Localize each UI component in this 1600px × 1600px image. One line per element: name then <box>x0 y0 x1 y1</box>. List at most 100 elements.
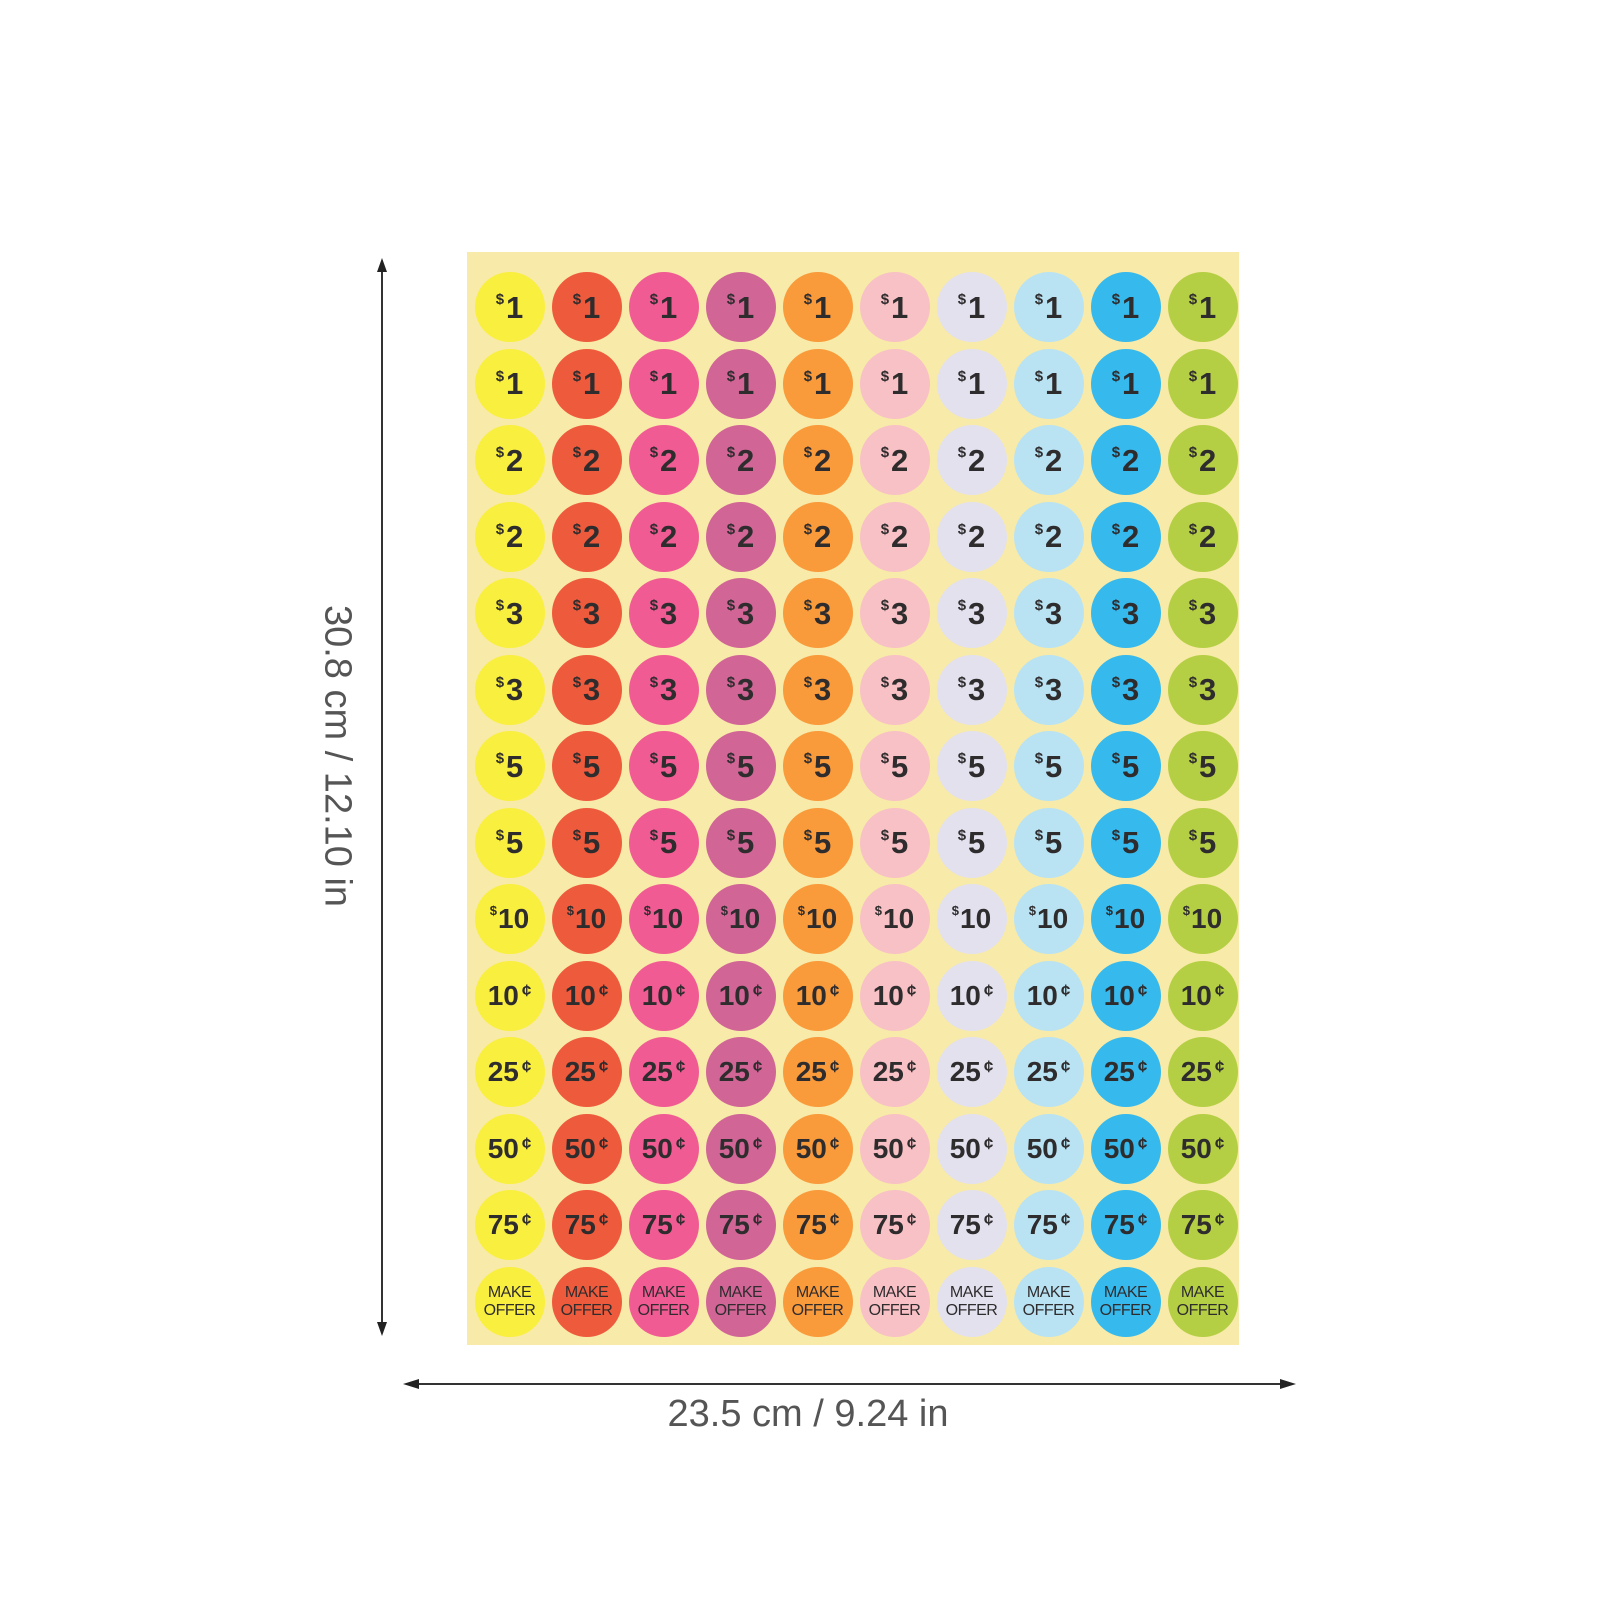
price-value: 5 <box>737 751 754 782</box>
price-value: 1 <box>1122 368 1139 399</box>
price-sticker: $5 <box>860 731 930 801</box>
sticker-cell: MAKE OFFER <box>1010 1264 1087 1341</box>
price-sticker: $5 <box>1091 808 1161 878</box>
price-value: 1 <box>737 368 754 399</box>
price-sticker: $5 <box>783 808 853 878</box>
dollar-sign: $ <box>958 751 966 766</box>
dollar-sign: $ <box>496 828 504 843</box>
price-value: 25 <box>719 1058 750 1086</box>
dollar-sign: $ <box>1112 369 1120 384</box>
price-value: 2 <box>814 521 831 552</box>
dollar-sign: $ <box>727 828 735 843</box>
dollar-sign: $ <box>1189 751 1197 766</box>
price-value: 10 <box>960 905 991 933</box>
price-sticker: $1 <box>706 272 776 342</box>
price-sticker: MAKE OFFER <box>1014 1267 1084 1337</box>
price-sticker: $1 <box>629 272 699 342</box>
sticker-cell: $5 <box>702 805 779 882</box>
price-sticker: $5 <box>783 731 853 801</box>
price-sticker: 25 ¢ <box>552 1037 622 1107</box>
price-sticker: $1 <box>1091 272 1161 342</box>
price-sticker: 75 ¢ <box>629 1190 699 1260</box>
price-sticker: 10 ¢ <box>629 961 699 1031</box>
price-sticker: $1 <box>706 349 776 419</box>
price-sticker: $5 <box>1014 808 1084 878</box>
price-sticker: 10 ¢ <box>1091 961 1161 1031</box>
dollar-sign: $ <box>804 598 812 613</box>
price-value: 3 <box>506 598 523 629</box>
price-value: 3 <box>583 598 600 629</box>
sticker-cell: $5 <box>1164 728 1241 805</box>
price-sticker: $1 <box>552 272 622 342</box>
sticker-cell: MAKE OFFER <box>1164 1264 1241 1341</box>
dollar-sign: $ <box>1035 598 1043 613</box>
offer-line-2: OFFER <box>638 1302 690 1320</box>
dollar-sign: $ <box>1112 445 1120 460</box>
dollar-sign: $ <box>1189 292 1197 307</box>
sticker-cell: $1 <box>779 269 856 346</box>
cent-sign: ¢ <box>907 1058 916 1075</box>
price-value: 50 <box>719 1135 750 1163</box>
price-value: 75 <box>642 1211 673 1239</box>
sticker-cell: $3 <box>548 652 625 729</box>
cent-sign: ¢ <box>753 1211 762 1228</box>
sticker-cell: 10 ¢ <box>856 958 933 1035</box>
price-sticker: 10 ¢ <box>1168 961 1238 1031</box>
sticker-cell: $1 <box>702 269 779 346</box>
price-value: 3 <box>1045 674 1062 705</box>
sticker-cell: $2 <box>856 422 933 499</box>
dollar-sign: $ <box>881 369 889 384</box>
price-value: 10 <box>883 905 914 933</box>
price-sticker: $5 <box>1014 731 1084 801</box>
offer-line-1: MAKE <box>565 1284 608 1302</box>
dollar-sign: $ <box>952 904 959 917</box>
price-sticker: 10 ¢ <box>860 961 930 1031</box>
dollar-sign: $ <box>1035 369 1043 384</box>
sticker-cell: MAKE OFFER <box>471 1264 548 1341</box>
sticker-cell: MAKE OFFER <box>1087 1264 1164 1341</box>
price-sticker: 50 ¢ <box>937 1114 1007 1184</box>
offer-line-1: MAKE <box>1104 1284 1147 1302</box>
price-sticker: $3 <box>1091 578 1161 648</box>
dollar-sign: $ <box>496 598 504 613</box>
dollar-sign: $ <box>1189 675 1197 690</box>
sticker-cell: $3 <box>471 575 548 652</box>
price-sticker: 10 ¢ <box>937 961 1007 1031</box>
dollar-sign: $ <box>881 751 889 766</box>
sticker-cell: $2 <box>702 422 779 499</box>
dollar-sign: $ <box>573 292 581 307</box>
price-sticker: 50 ¢ <box>629 1114 699 1184</box>
sticker-cell: $3 <box>856 575 933 652</box>
dollar-sign: $ <box>650 522 658 537</box>
sticker-cell: $1 <box>625 269 702 346</box>
cent-sign: ¢ <box>907 982 916 999</box>
price-sticker: $2 <box>552 502 622 572</box>
price-value: 1 <box>968 292 985 323</box>
sticker-cell: $3 <box>1164 575 1241 652</box>
cent-sign: ¢ <box>1138 1135 1147 1152</box>
cent-sign: ¢ <box>1061 982 1070 999</box>
price-value: 5 <box>891 827 908 858</box>
sticker-cell: 10 ¢ <box>471 958 548 1035</box>
price-sticker: $3 <box>706 578 776 648</box>
sticker-cell: 10 ¢ <box>1164 958 1241 1035</box>
dollar-sign: $ <box>573 598 581 613</box>
dollar-sign: $ <box>804 369 812 384</box>
price-value: 50 <box>1104 1135 1135 1163</box>
cent-sign: ¢ <box>1138 982 1147 999</box>
cent-sign: ¢ <box>1215 1058 1224 1075</box>
price-value: 50 <box>565 1135 596 1163</box>
price-value: 50 <box>950 1135 981 1163</box>
price-sticker: 50 ¢ <box>1091 1114 1161 1184</box>
dollar-sign: $ <box>958 369 966 384</box>
price-value: 1 <box>660 292 677 323</box>
sticker-cell: $3 <box>1010 575 1087 652</box>
price-sticker: $3 <box>629 655 699 725</box>
dollar-sign: $ <box>496 369 504 384</box>
price-value: 3 <box>891 674 908 705</box>
price-sticker: $2 <box>860 425 930 495</box>
price-value: 3 <box>1199 674 1216 705</box>
sticker-cell: 75 ¢ <box>1010 1187 1087 1264</box>
dollar-sign: $ <box>1112 751 1120 766</box>
dollar-sign: $ <box>496 445 504 460</box>
